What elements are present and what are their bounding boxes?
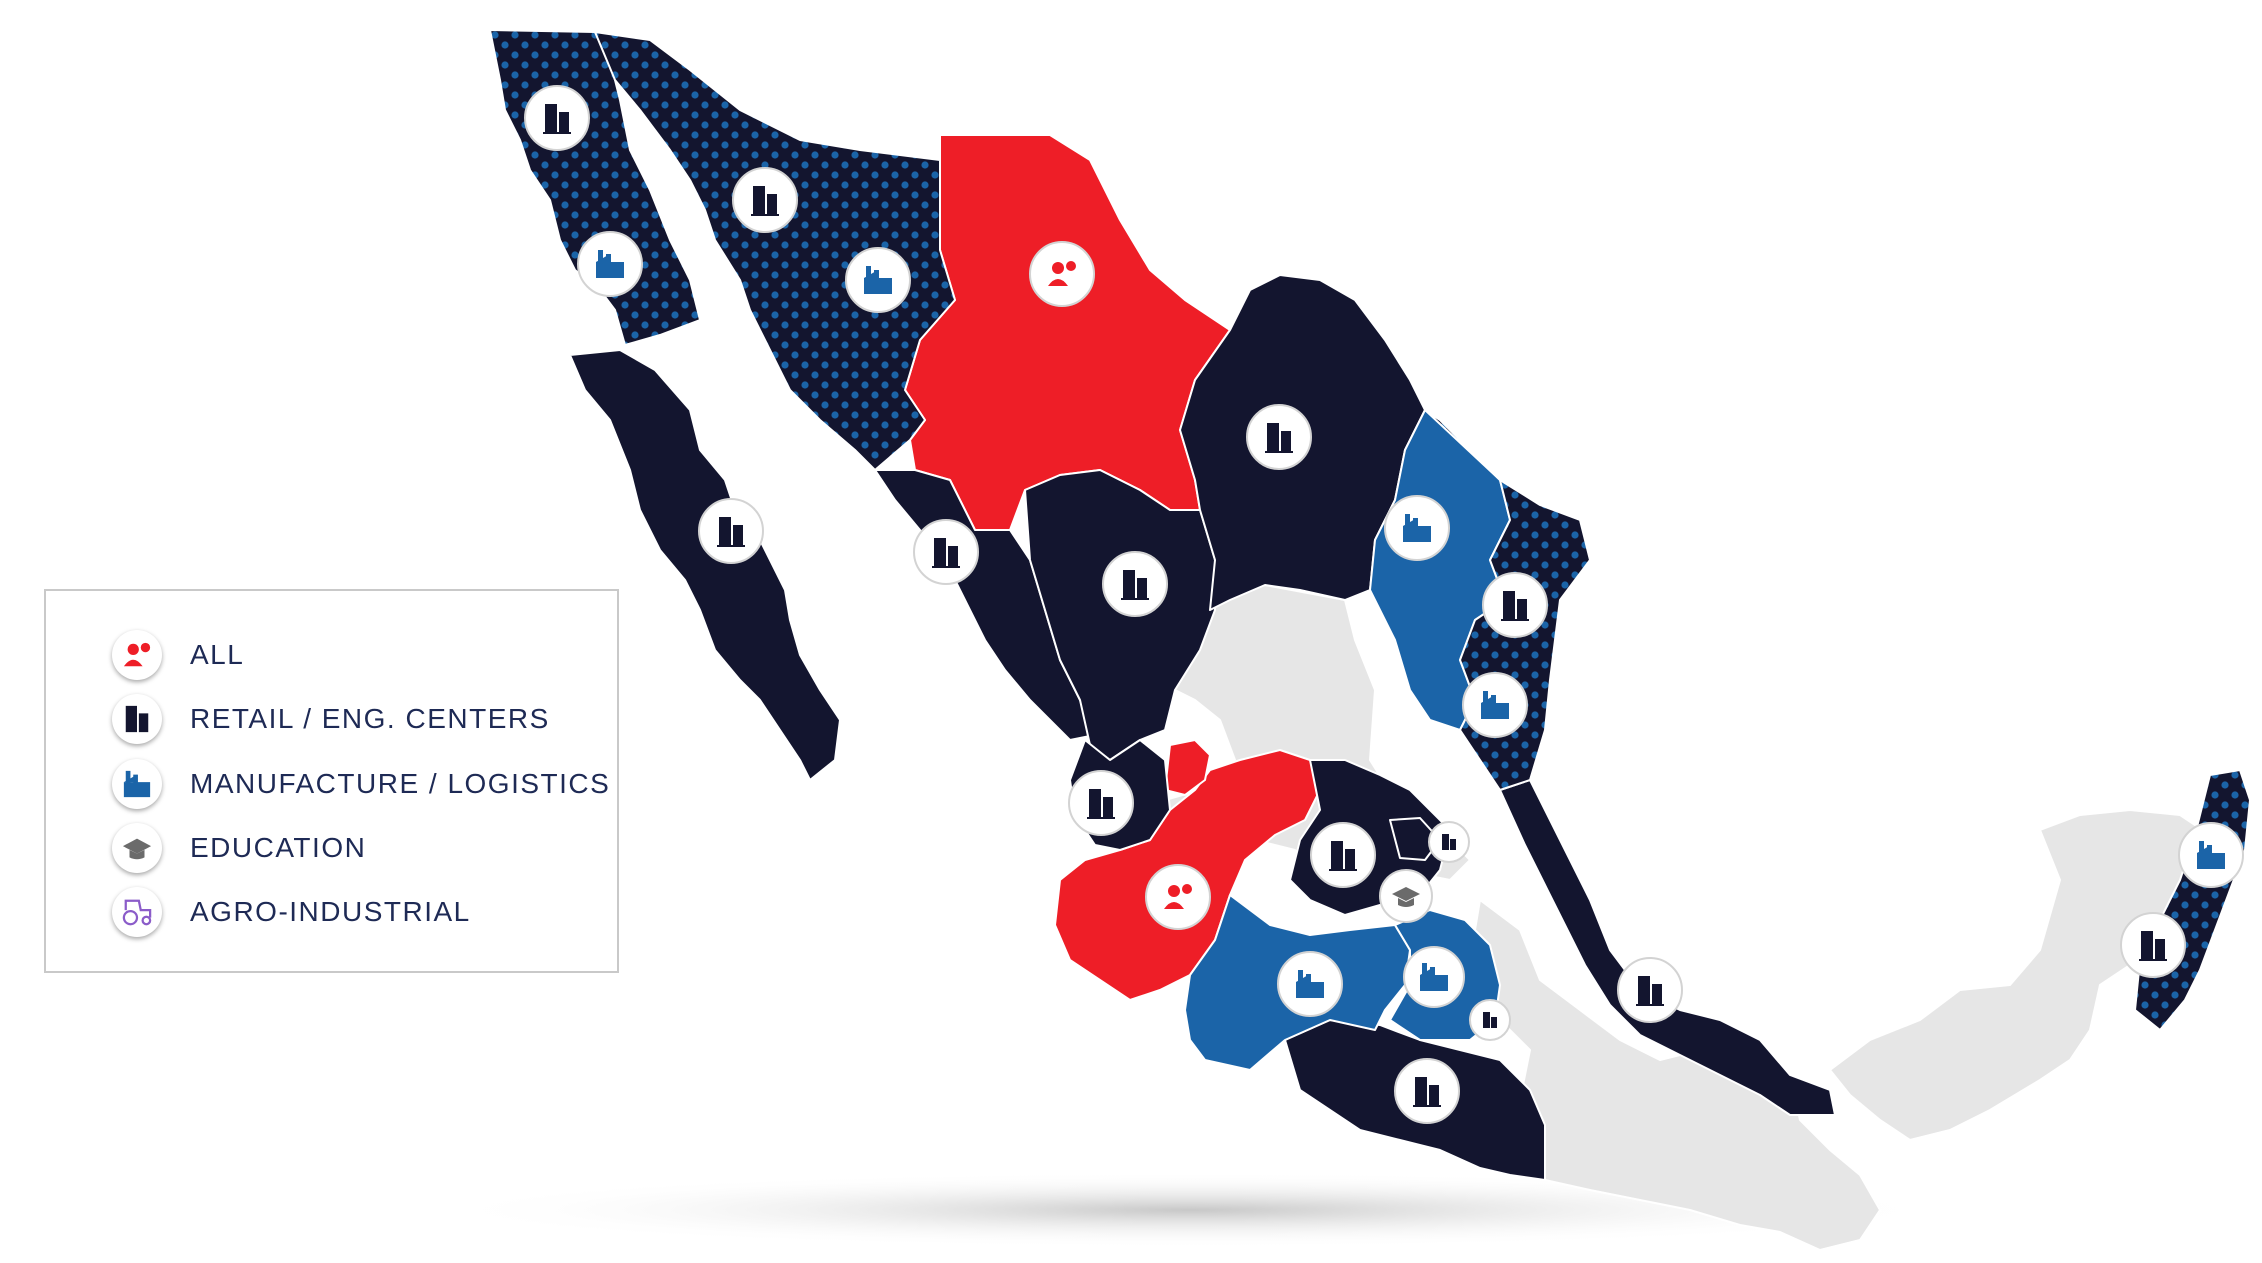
building-icon: [543, 104, 571, 134]
marker-baja-california-factory[interactable]: [577, 231, 643, 297]
state-baja-california-sur: [569, 349, 841, 781]
marker-mexico-factory[interactable]: [1403, 946, 1465, 1008]
marker-veracruz-building[interactable]: [1617, 957, 1683, 1023]
legend-label-education: EDUCATION: [190, 832, 367, 863]
building-icon: [1636, 976, 1664, 1006]
marker-michoacan-factory[interactable]: [1277, 951, 1343, 1017]
legend-label-all: ALL: [190, 639, 245, 670]
building-icon: [112, 694, 162, 744]
states-all: [904, 134, 1321, 1001]
tractor-icon: [112, 887, 162, 937]
factory-icon: [596, 250, 624, 278]
building-icon: [1265, 423, 1293, 453]
factory-icon: [1481, 691, 1509, 719]
marker-guanajuato-education[interactable]: [1379, 869, 1433, 923]
graduation-cap-icon: [112, 823, 162, 873]
marker-nuevo-leon-factory[interactable]: [1384, 495, 1450, 561]
marker-sonora-factory[interactable]: [845, 247, 911, 313]
building-icon: [1087, 789, 1115, 819]
legend-label-agro: AGRO-INDUSTRIAL: [190, 896, 471, 927]
legend-item-retail[interactable]: RETAIL / ENG. CENTERS: [112, 692, 550, 746]
legend-item-education[interactable]: EDUCATION: [112, 821, 366, 875]
marker-nayarit-building[interactable]: [1068, 770, 1134, 836]
state-sonora: [594, 31, 956, 471]
building-icon: [1442, 834, 1456, 850]
factory-icon: [864, 266, 892, 294]
marker-quintana-roo-factory[interactable]: [2178, 822, 2244, 888]
map-shadow: [430, 1172, 1950, 1248]
marker-bcs-building[interactable]: [698, 498, 764, 564]
map-legend: ALL RETAIL / ENG. CENTERS MANUFACTURE / …: [44, 589, 619, 973]
marker-baja-california-building[interactable]: [524, 85, 590, 151]
factory-icon: [1403, 514, 1431, 542]
legend-item-all[interactable]: ALL: [112, 628, 244, 682]
marker-coahuila-building[interactable]: [1246, 404, 1312, 470]
state-veracruz: [1499, 779, 1836, 1116]
marker-guerrero-building[interactable]: [1394, 1058, 1460, 1124]
states-none: [1164, 584, 2211, 1251]
legend-item-manufacture[interactable]: MANUFACTURE / LOGISTICS: [112, 757, 610, 811]
building-icon: [1121, 570, 1149, 600]
marker-sonora-building[interactable]: [732, 167, 798, 233]
building-icon: [717, 517, 745, 547]
marker-jalisco-all[interactable]: [1145, 864, 1211, 930]
building-icon: [751, 186, 779, 216]
marker-sinaloa-building[interactable]: [913, 519, 979, 585]
building-icon: [1501, 591, 1529, 621]
factory-icon: [2197, 841, 2225, 869]
state-durango: [1024, 469, 1216, 761]
building-icon: [1329, 841, 1357, 871]
people-gear-icon: [112, 630, 162, 680]
building-icon: [1413, 1077, 1441, 1107]
legend-label-retail: RETAIL / ENG. CENTERS: [190, 703, 550, 734]
marker-quintana-roo-building[interactable]: [2120, 912, 2186, 978]
factory-icon: [1420, 963, 1448, 991]
marker-cdmx-building[interactable]: [1469, 999, 1511, 1041]
legend-label-manufacture: MANUFACTURE / LOGISTICS: [190, 768, 611, 799]
legend-item-agro[interactable]: AGRO-INDUSTRIAL: [112, 885, 471, 939]
building-icon: [1483, 1012, 1497, 1028]
factory-icon: [112, 759, 162, 809]
marker-queretaro-building[interactable]: [1428, 821, 1470, 863]
building-icon: [932, 538, 960, 568]
marker-tamaulipas-building[interactable]: [1482, 572, 1548, 638]
marker-aguascalientes-building[interactable]: [1310, 822, 1376, 888]
factory-icon: [1296, 970, 1324, 998]
map-markers: [524, 85, 2244, 1124]
people-gear-icon: [1048, 261, 1076, 286]
graduation-cap-icon: [1392, 887, 1420, 907]
marker-chihuahua-all[interactable]: [1029, 241, 1095, 307]
marker-tamaulipas-factory[interactable]: [1462, 672, 1528, 738]
building-icon: [2139, 931, 2167, 961]
people-gear-icon: [1164, 884, 1192, 909]
state-chihuahua: [904, 134, 1231, 531]
marker-durango-building[interactable]: [1102, 551, 1168, 617]
